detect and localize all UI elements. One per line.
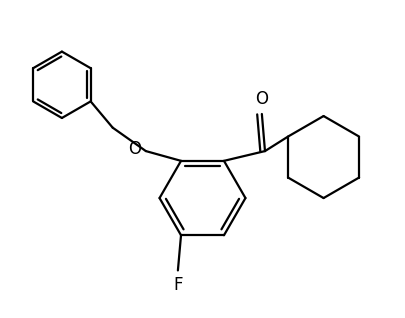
Text: O: O — [128, 140, 141, 158]
Text: F: F — [173, 276, 183, 294]
Text: O: O — [256, 90, 269, 108]
